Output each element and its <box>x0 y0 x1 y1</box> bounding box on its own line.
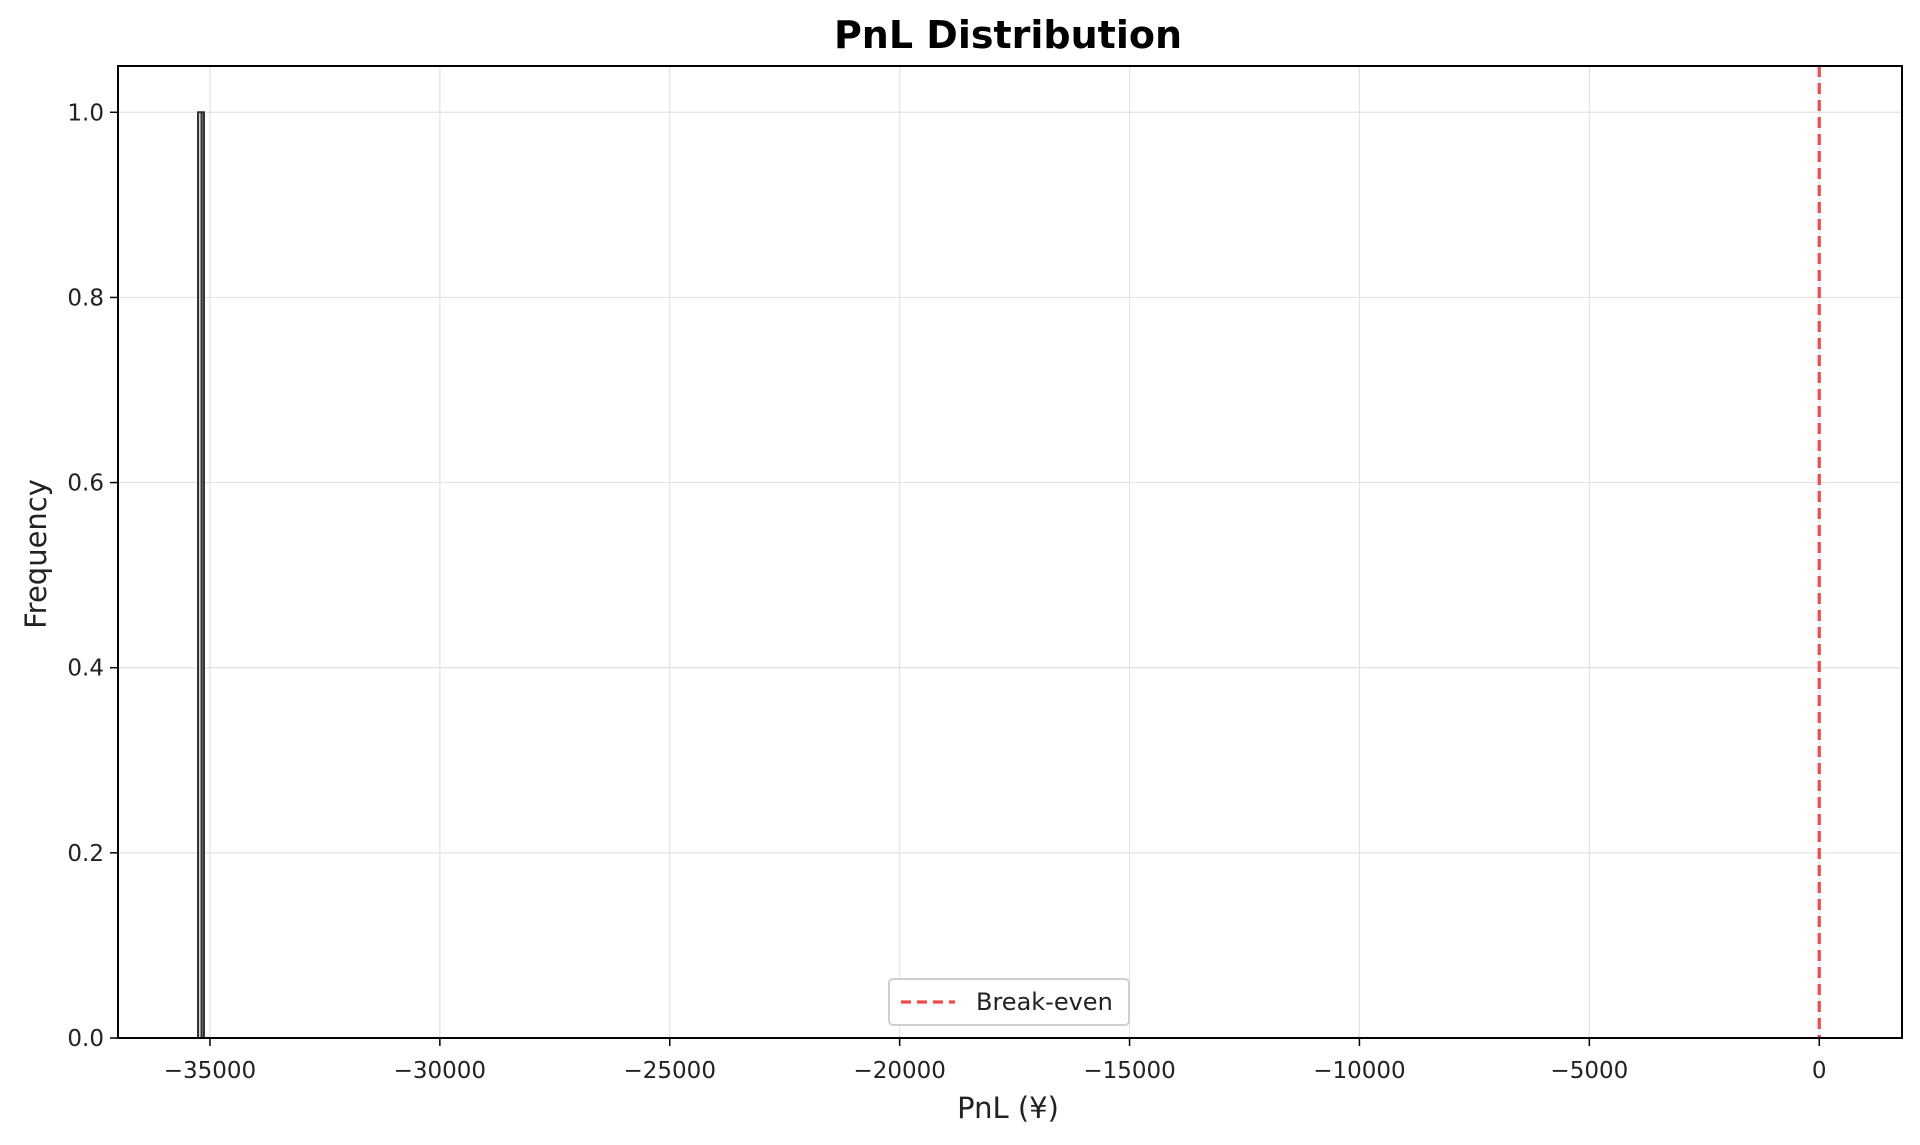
y-tick-label-4: 0.8 <box>67 285 104 311</box>
y-axis-label: Frequency <box>19 479 53 629</box>
histogram-bars <box>197 111 205 1040</box>
x-tick-label-6: −5000 <box>1550 1058 1628 1084</box>
legend-box <box>888 978 1130 1026</box>
y-tick-label-5: 1.0 <box>67 100 104 126</box>
x-axis-ticks: −35000 −30000 −25000 −20000 −15000 −10000 −500… <box>164 1038 1827 1084</box>
x-axis-label: PnL (¥) <box>957 1091 1059 1125</box>
x-tick-label-3: −20000 <box>853 1058 945 1084</box>
x-tick-label-4: −15000 <box>1083 1058 1175 1084</box>
y-tick-label-2: 0.4 <box>67 656 104 682</box>
chart-title: PnL Distribution <box>834 13 1182 57</box>
grid-lines <box>118 66 1902 1039</box>
x-tick-label-1: −30000 <box>394 1058 486 1084</box>
x-tick-label-7: 0 <box>1812 1058 1827 1084</box>
x-tick-label-0: −35000 <box>164 1058 256 1084</box>
plot-frame <box>117 65 1903 1039</box>
y-tick-label-0: 0.0 <box>67 1026 104 1052</box>
y-tick-label-1: 0.2 <box>67 841 104 867</box>
histogram-bar-1 <box>200 111 205 1040</box>
y-axis-ticks: 0.0 0.2 0.4 0.6 0.8 1.0 <box>67 100 118 1052</box>
legend-break-even-label: Break-even <box>976 988 1113 1016</box>
y-tick-label-3: 0.6 <box>67 471 104 497</box>
x-tick-label-2: −25000 <box>624 1058 716 1084</box>
x-tick-label-5: −10000 <box>1313 1058 1405 1084</box>
legend: Break-even <box>888 978 1130 1026</box>
